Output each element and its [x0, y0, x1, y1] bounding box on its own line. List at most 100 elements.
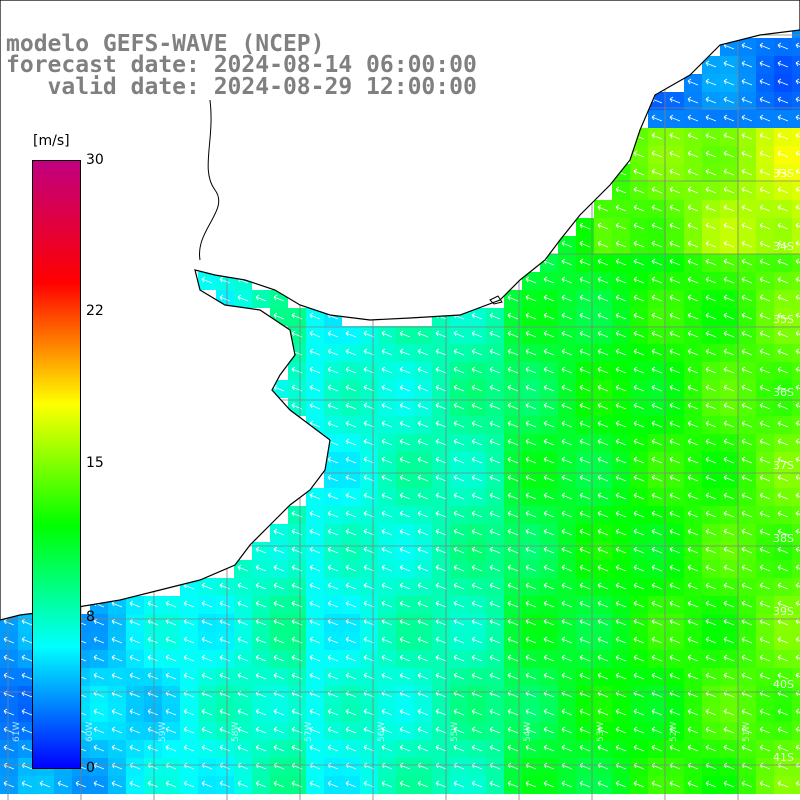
- wind-arrow: [309, 384, 321, 392]
- wind-arrow: [471, 564, 483, 572]
- wind-arrow: [417, 456, 429, 464]
- wind-arrow: [255, 654, 267, 662]
- wind-arrow: [273, 564, 285, 572]
- wind-arrow: [777, 366, 789, 374]
- wind-cell: [792, 128, 800, 146]
- wind-arrow: [399, 654, 411, 662]
- wind-arrow: [579, 402, 591, 410]
- wind-arrow: [777, 204, 789, 212]
- wind-arrow: [273, 582, 285, 590]
- wind-arrow: [687, 150, 699, 158]
- wind-arrow: [795, 276, 800, 283]
- wind-arrow: [219, 654, 231, 662]
- wind-arrow: [579, 438, 591, 446]
- latitude-label: 35S: [773, 313, 794, 326]
- wind-arrow: [759, 78, 771, 86]
- wind-arrow: [705, 420, 717, 428]
- wind-arrow: [381, 402, 393, 410]
- wind-arrow: [561, 780, 573, 788]
- wind-arrow: [93, 654, 105, 662]
- wind-arrow: [633, 492, 645, 500]
- wind-arrow: [615, 492, 627, 500]
- wind-arrow: [723, 78, 735, 86]
- wind-arrow: [633, 600, 645, 608]
- wind-arrow: [597, 240, 609, 248]
- wind-arrow: [201, 672, 213, 680]
- wind-arrow: [3, 654, 15, 662]
- wind-arrow: [633, 294, 645, 302]
- wind-arrow: [579, 546, 591, 554]
- wind-arrow: [579, 258, 591, 266]
- wind-arrow: [327, 492, 339, 500]
- wind-arrow: [741, 42, 753, 50]
- wind-arrow: [597, 438, 609, 446]
- wind-arrow: [777, 330, 789, 338]
- wind-arrow: [795, 150, 800, 157]
- wind-arrow: [687, 780, 699, 788]
- wind-arrow: [723, 168, 735, 176]
- wind-arrow: [705, 96, 717, 104]
- wind-arrow: [795, 258, 800, 265]
- wind-arrow: [3, 672, 15, 680]
- wind-arrow: [525, 438, 537, 446]
- wind-arrow: [687, 438, 699, 446]
- latitude-label: 36S: [773, 386, 794, 399]
- wind-arrow: [795, 744, 800, 751]
- wind-arrow: [777, 420, 789, 428]
- wind-arrow: [723, 222, 735, 230]
- wind-arrow: [687, 258, 699, 266]
- wind-arrow: [183, 726, 195, 734]
- wind-arrow: [435, 744, 447, 752]
- wind-arrow: [579, 672, 591, 680]
- wind-arrow: [687, 744, 699, 752]
- wind-arrow: [669, 546, 681, 554]
- wind-arrow: [597, 726, 609, 734]
- wind-arrow: [795, 186, 800, 193]
- wind-arrow: [669, 384, 681, 392]
- wind-arrow: [759, 708, 771, 716]
- wind-arrow: [93, 636, 105, 644]
- wind-arrow: [3, 780, 15, 788]
- wind-arrow: [705, 582, 717, 590]
- wind-arrow: [471, 744, 483, 752]
- wind-arrow: [111, 726, 123, 734]
- wind-arrow: [741, 582, 753, 590]
- wind-arrow: [723, 420, 735, 428]
- wind-arrow: [597, 654, 609, 662]
- wind-arrow: [309, 564, 321, 572]
- wind-arrow: [597, 294, 609, 302]
- wind-arrow: [543, 366, 555, 374]
- wind-arrow: [669, 636, 681, 644]
- wind-arrow: [543, 294, 555, 302]
- wind-arrow: [795, 546, 800, 553]
- wind-arrow: [489, 582, 501, 590]
- wind-arrow: [417, 780, 429, 788]
- wind-arrow: [453, 510, 465, 518]
- wind-arrow: [669, 726, 681, 734]
- wind-arrow: [525, 312, 537, 320]
- wind-arrow: [777, 600, 789, 608]
- wind-arrow: [777, 546, 789, 554]
- wind-arrow: [795, 456, 800, 463]
- wind-arrow: [489, 384, 501, 392]
- wind-arrow: [615, 726, 627, 734]
- wind-arrow: [219, 582, 231, 590]
- wind-arrow: [669, 582, 681, 590]
- wind-arrow: [759, 42, 771, 50]
- wind-arrow: [201, 276, 213, 284]
- wind-arrow: [327, 474, 339, 482]
- wind-arrow: [543, 438, 555, 446]
- wind-speed-field: [0, 20, 800, 794]
- wind-arrow: [363, 726, 375, 734]
- wind-arrow: [21, 654, 33, 662]
- wind-arrow: [327, 384, 339, 392]
- wind-arrow: [759, 402, 771, 410]
- wind-arrow: [165, 726, 177, 734]
- wind-arrow: [723, 438, 735, 446]
- wind-arrow: [309, 546, 321, 554]
- wind-arrow: [651, 546, 663, 554]
- wind-arrow: [669, 456, 681, 464]
- wind-arrow: [561, 528, 573, 536]
- wind-arrow: [273, 600, 285, 608]
- wind-arrow: [273, 654, 285, 662]
